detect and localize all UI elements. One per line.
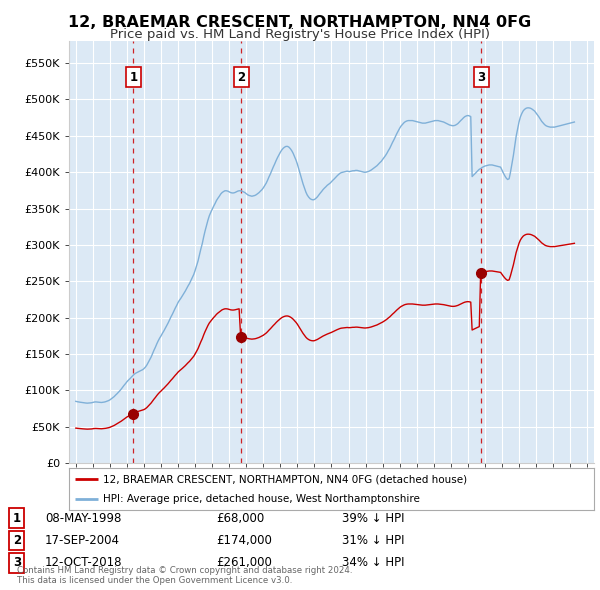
Text: Contains HM Land Registry data © Crown copyright and database right 2024.
This d: Contains HM Land Registry data © Crown c… — [17, 566, 352, 585]
Text: 2: 2 — [237, 71, 245, 84]
Text: 34% ↓ HPI: 34% ↓ HPI — [342, 556, 404, 569]
Text: 12, BRAEMAR CRESCENT, NORTHAMPTON, NN4 0FG (detached house): 12, BRAEMAR CRESCENT, NORTHAMPTON, NN4 0… — [103, 474, 467, 484]
Text: 08-MAY-1998: 08-MAY-1998 — [45, 512, 121, 525]
Text: 17-SEP-2004: 17-SEP-2004 — [45, 534, 120, 547]
Text: 2: 2 — [13, 534, 21, 547]
Text: £174,000: £174,000 — [216, 534, 272, 547]
Text: HPI: Average price, detached house, West Northamptonshire: HPI: Average price, detached house, West… — [103, 494, 420, 504]
Text: 12-OCT-2018: 12-OCT-2018 — [45, 556, 122, 569]
Text: £68,000: £68,000 — [216, 512, 264, 525]
Text: 39% ↓ HPI: 39% ↓ HPI — [342, 512, 404, 525]
Text: 3: 3 — [477, 71, 485, 84]
Text: £261,000: £261,000 — [216, 556, 272, 569]
Text: 3: 3 — [13, 556, 21, 569]
Text: 12, BRAEMAR CRESCENT, NORTHAMPTON, NN4 0FG: 12, BRAEMAR CRESCENT, NORTHAMPTON, NN4 0… — [68, 15, 532, 30]
Text: 31% ↓ HPI: 31% ↓ HPI — [342, 534, 404, 547]
Text: 1: 1 — [129, 71, 137, 84]
Text: 1: 1 — [13, 512, 21, 525]
Text: Price paid vs. HM Land Registry's House Price Index (HPI): Price paid vs. HM Land Registry's House … — [110, 28, 490, 41]
